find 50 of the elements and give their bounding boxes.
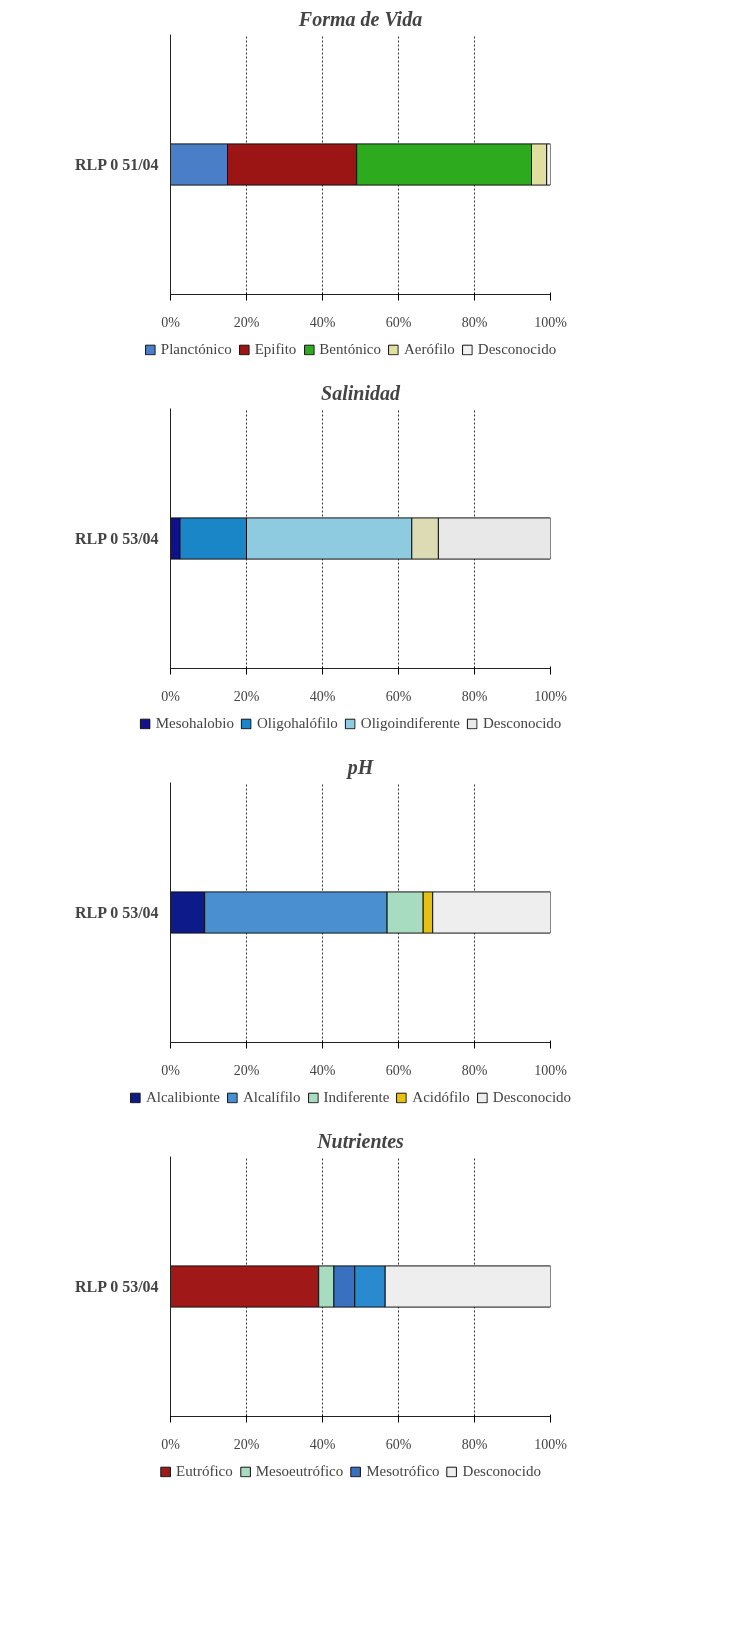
legend-label: Desconocido bbox=[477, 340, 557, 358]
legend-label: Desconocido bbox=[462, 1462, 541, 1480]
legend-label: Planctónico bbox=[160, 340, 232, 358]
x-tick-label: 60% bbox=[385, 1062, 412, 1078]
legend-label: Aerófilo bbox=[404, 340, 455, 358]
legend-label: Eutrófico bbox=[176, 1462, 233, 1480]
x-tick-label: 20% bbox=[233, 1436, 260, 1452]
x-tick-label: 40% bbox=[309, 688, 336, 704]
x-tick-label: 40% bbox=[309, 1436, 336, 1452]
legend-label: Mesoeutrófico bbox=[255, 1462, 344, 1480]
legend-label: Bentónico bbox=[319, 340, 382, 358]
x-tick-label: 20% bbox=[233, 688, 260, 704]
x-tick-label: 60% bbox=[385, 314, 412, 330]
x-tick-label: 0% bbox=[161, 688, 181, 704]
chart-title: Forma de Vida bbox=[297, 7, 423, 30]
legend-label: Desconocido bbox=[482, 714, 562, 732]
legend-label: Oligohalófilo bbox=[257, 714, 338, 732]
x-tick-label: 80% bbox=[461, 1436, 488, 1452]
legend-label: Indiferente bbox=[323, 1088, 390, 1106]
x-tick-label: 100% bbox=[534, 1436, 568, 1452]
x-tick-label: 80% bbox=[461, 314, 488, 330]
chart-title: Salinidad bbox=[321, 381, 401, 404]
y-tick-label: RLP 0 51/04 bbox=[75, 156, 159, 173]
legend-label: Alcalífilo bbox=[243, 1088, 301, 1106]
legend-label: Epifito bbox=[254, 340, 297, 358]
legend-label: Alcalibionte bbox=[145, 1088, 221, 1106]
x-tick-label: 80% bbox=[461, 688, 488, 704]
x-tick-label: 20% bbox=[233, 1062, 260, 1078]
legend-label: Acidófilo bbox=[412, 1088, 470, 1106]
x-tick-label: 0% bbox=[161, 1436, 181, 1452]
x-tick-label: 60% bbox=[385, 688, 412, 704]
y-tick-label: RLP 0 53/04 bbox=[75, 904, 159, 921]
x-tick-label: 20% bbox=[233, 314, 260, 330]
legend-label: Mesotrófico bbox=[366, 1462, 440, 1480]
y-tick-label: RLP 0 53/04 bbox=[75, 530, 159, 547]
x-tick-label: 100% bbox=[534, 314, 568, 330]
legend-label: Mesohalobio bbox=[155, 714, 235, 732]
chart-title: pH bbox=[345, 755, 375, 779]
chart-title: Nutrientes bbox=[316, 1129, 405, 1152]
legend-label: Desconocido bbox=[492, 1088, 572, 1106]
x-tick-label: 100% bbox=[534, 688, 568, 704]
y-tick-label: RLP 0 53/04 bbox=[75, 1278, 159, 1295]
legend-label: Oligoindiferente bbox=[360, 714, 460, 732]
x-tick-label: 60% bbox=[385, 1436, 412, 1452]
x-tick-label: 40% bbox=[309, 1062, 336, 1078]
x-tick-label: 40% bbox=[309, 314, 336, 330]
x-tick-label: 0% bbox=[161, 314, 181, 330]
x-tick-label: 0% bbox=[161, 1062, 181, 1078]
x-tick-label: 80% bbox=[461, 1062, 488, 1078]
x-tick-label: 100% bbox=[534, 1062, 568, 1078]
